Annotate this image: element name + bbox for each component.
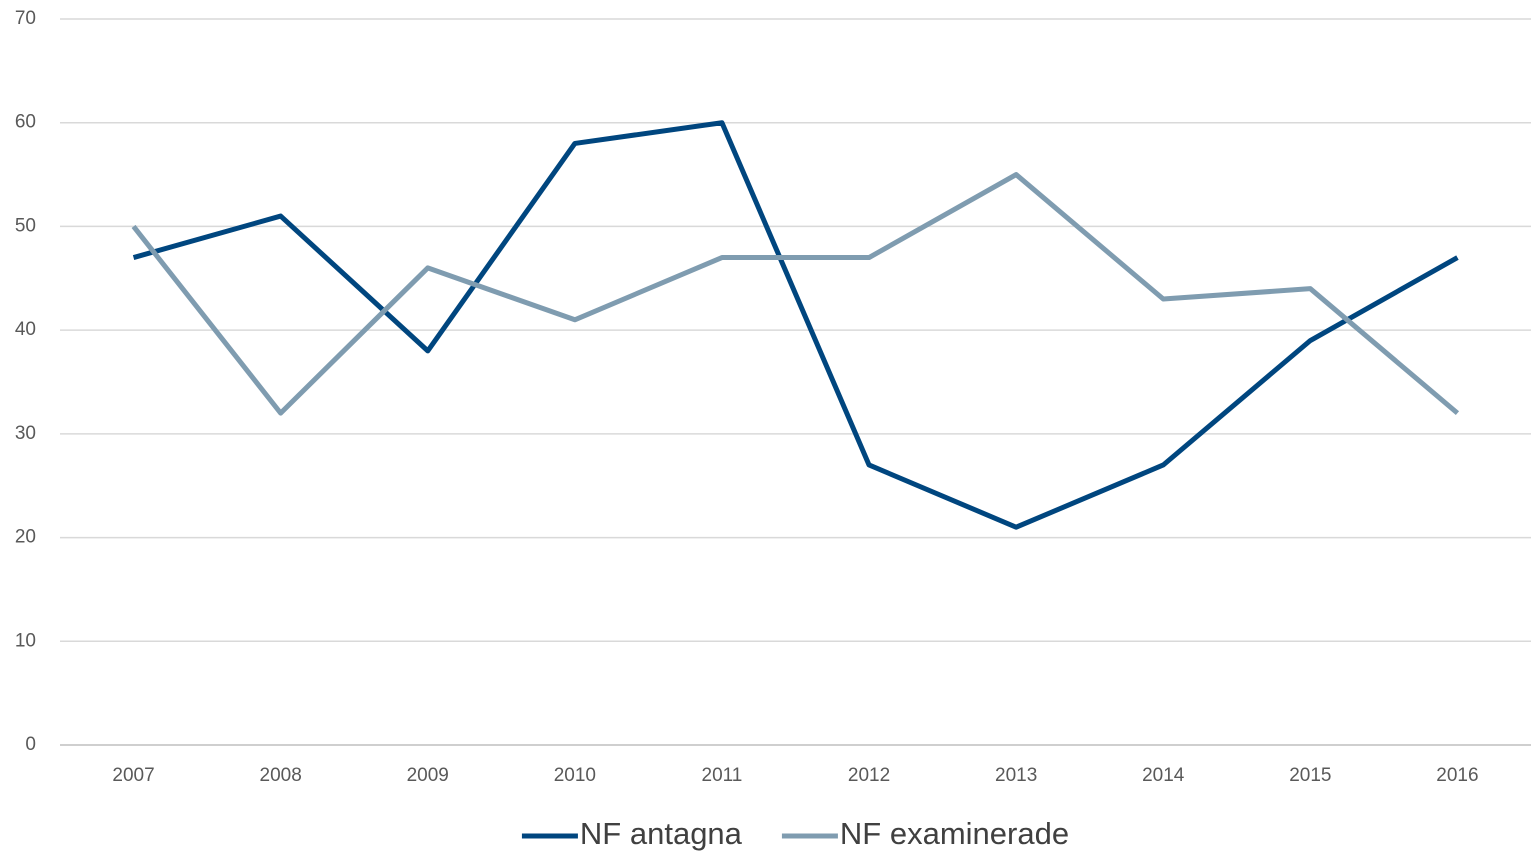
y-tick-label: 60 [15,112,36,133]
y-tick-label: 10 [15,630,36,651]
series-line [131,172,1460,416]
y-tick-label: 50 [15,215,36,236]
series-line [132,120,1459,530]
y-tick-label: 30 [15,423,36,444]
x-tick-label: 2009 [407,765,449,786]
x-tick-label: 2013 [995,765,1037,786]
y-tick-label: 20 [15,527,36,548]
legend-label: NF antagna [580,816,743,851]
x-tick-label: 2016 [1436,765,1478,786]
legend-label: NF examinerade [840,816,1069,851]
y-tick-label: 0 [25,734,36,755]
y-tick-label: 70 [15,8,36,29]
x-tick-label: 2011 [702,765,743,786]
x-tick-label: 2015 [1289,765,1331,786]
x-tick-label: 2010 [554,765,596,786]
x-tick-label: 2008 [260,765,302,786]
x-tick-label: 2012 [848,765,890,786]
y-tick-label: 40 [15,319,36,340]
x-tick-label: 2014 [1142,765,1185,786]
x-tick-label: 2007 [112,765,154,786]
